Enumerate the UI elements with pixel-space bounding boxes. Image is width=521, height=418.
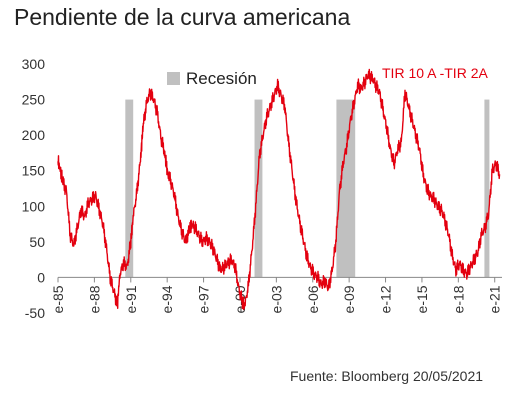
x-tick-label: e-06 xyxy=(305,285,321,313)
x-tick-label: e-88 xyxy=(86,285,102,313)
x-tick-label: e-85 xyxy=(50,285,66,313)
series-line xyxy=(57,68,501,311)
x-tick-label: e-18 xyxy=(450,285,466,313)
y-tick-label: 150 xyxy=(22,163,46,179)
recession-bar xyxy=(336,99,356,278)
x-tick-label: e-97 xyxy=(196,285,212,313)
x-tick-label: e-09 xyxy=(341,285,357,313)
y-tick-label: 200 xyxy=(22,127,46,143)
recession-bar xyxy=(254,99,263,278)
y-tick-label: 100 xyxy=(22,198,46,214)
series-label: TIR 10 A -TIR 2A xyxy=(382,65,488,81)
x-tick-label: e-12 xyxy=(378,285,394,313)
x-tick-label: e-21 xyxy=(487,285,503,313)
x-tick-label: e-91 xyxy=(123,285,139,313)
recession-bar xyxy=(125,99,134,278)
y-tick-label: 50 xyxy=(29,234,45,250)
legend-label-recession: Recesión xyxy=(186,69,257,88)
y-tick-label: 250 xyxy=(22,92,46,108)
recession-bars xyxy=(125,99,490,278)
y-tick-label: 300 xyxy=(22,56,46,72)
axes: -50 0 50 100 150 200 250 300 e-85 e-88 e-91 e-94 e-9… xyxy=(22,56,503,321)
y-tick-label: 0 xyxy=(37,269,45,285)
legend-swatch-recession xyxy=(167,72,180,85)
series-lines xyxy=(57,68,501,311)
legend: Recesión xyxy=(167,69,257,88)
source-note: Fuente: Bloomberg 20/05/2021 xyxy=(290,368,484,384)
chart-title: Pendiente de la curva americana xyxy=(14,4,351,30)
x-tick-label: e-15 xyxy=(414,285,430,313)
x-tick-label: e-94 xyxy=(159,285,175,313)
x-tick-label: e-03 xyxy=(268,285,284,313)
y-tick-label: -50 xyxy=(25,305,45,321)
recession-bar xyxy=(484,99,490,278)
